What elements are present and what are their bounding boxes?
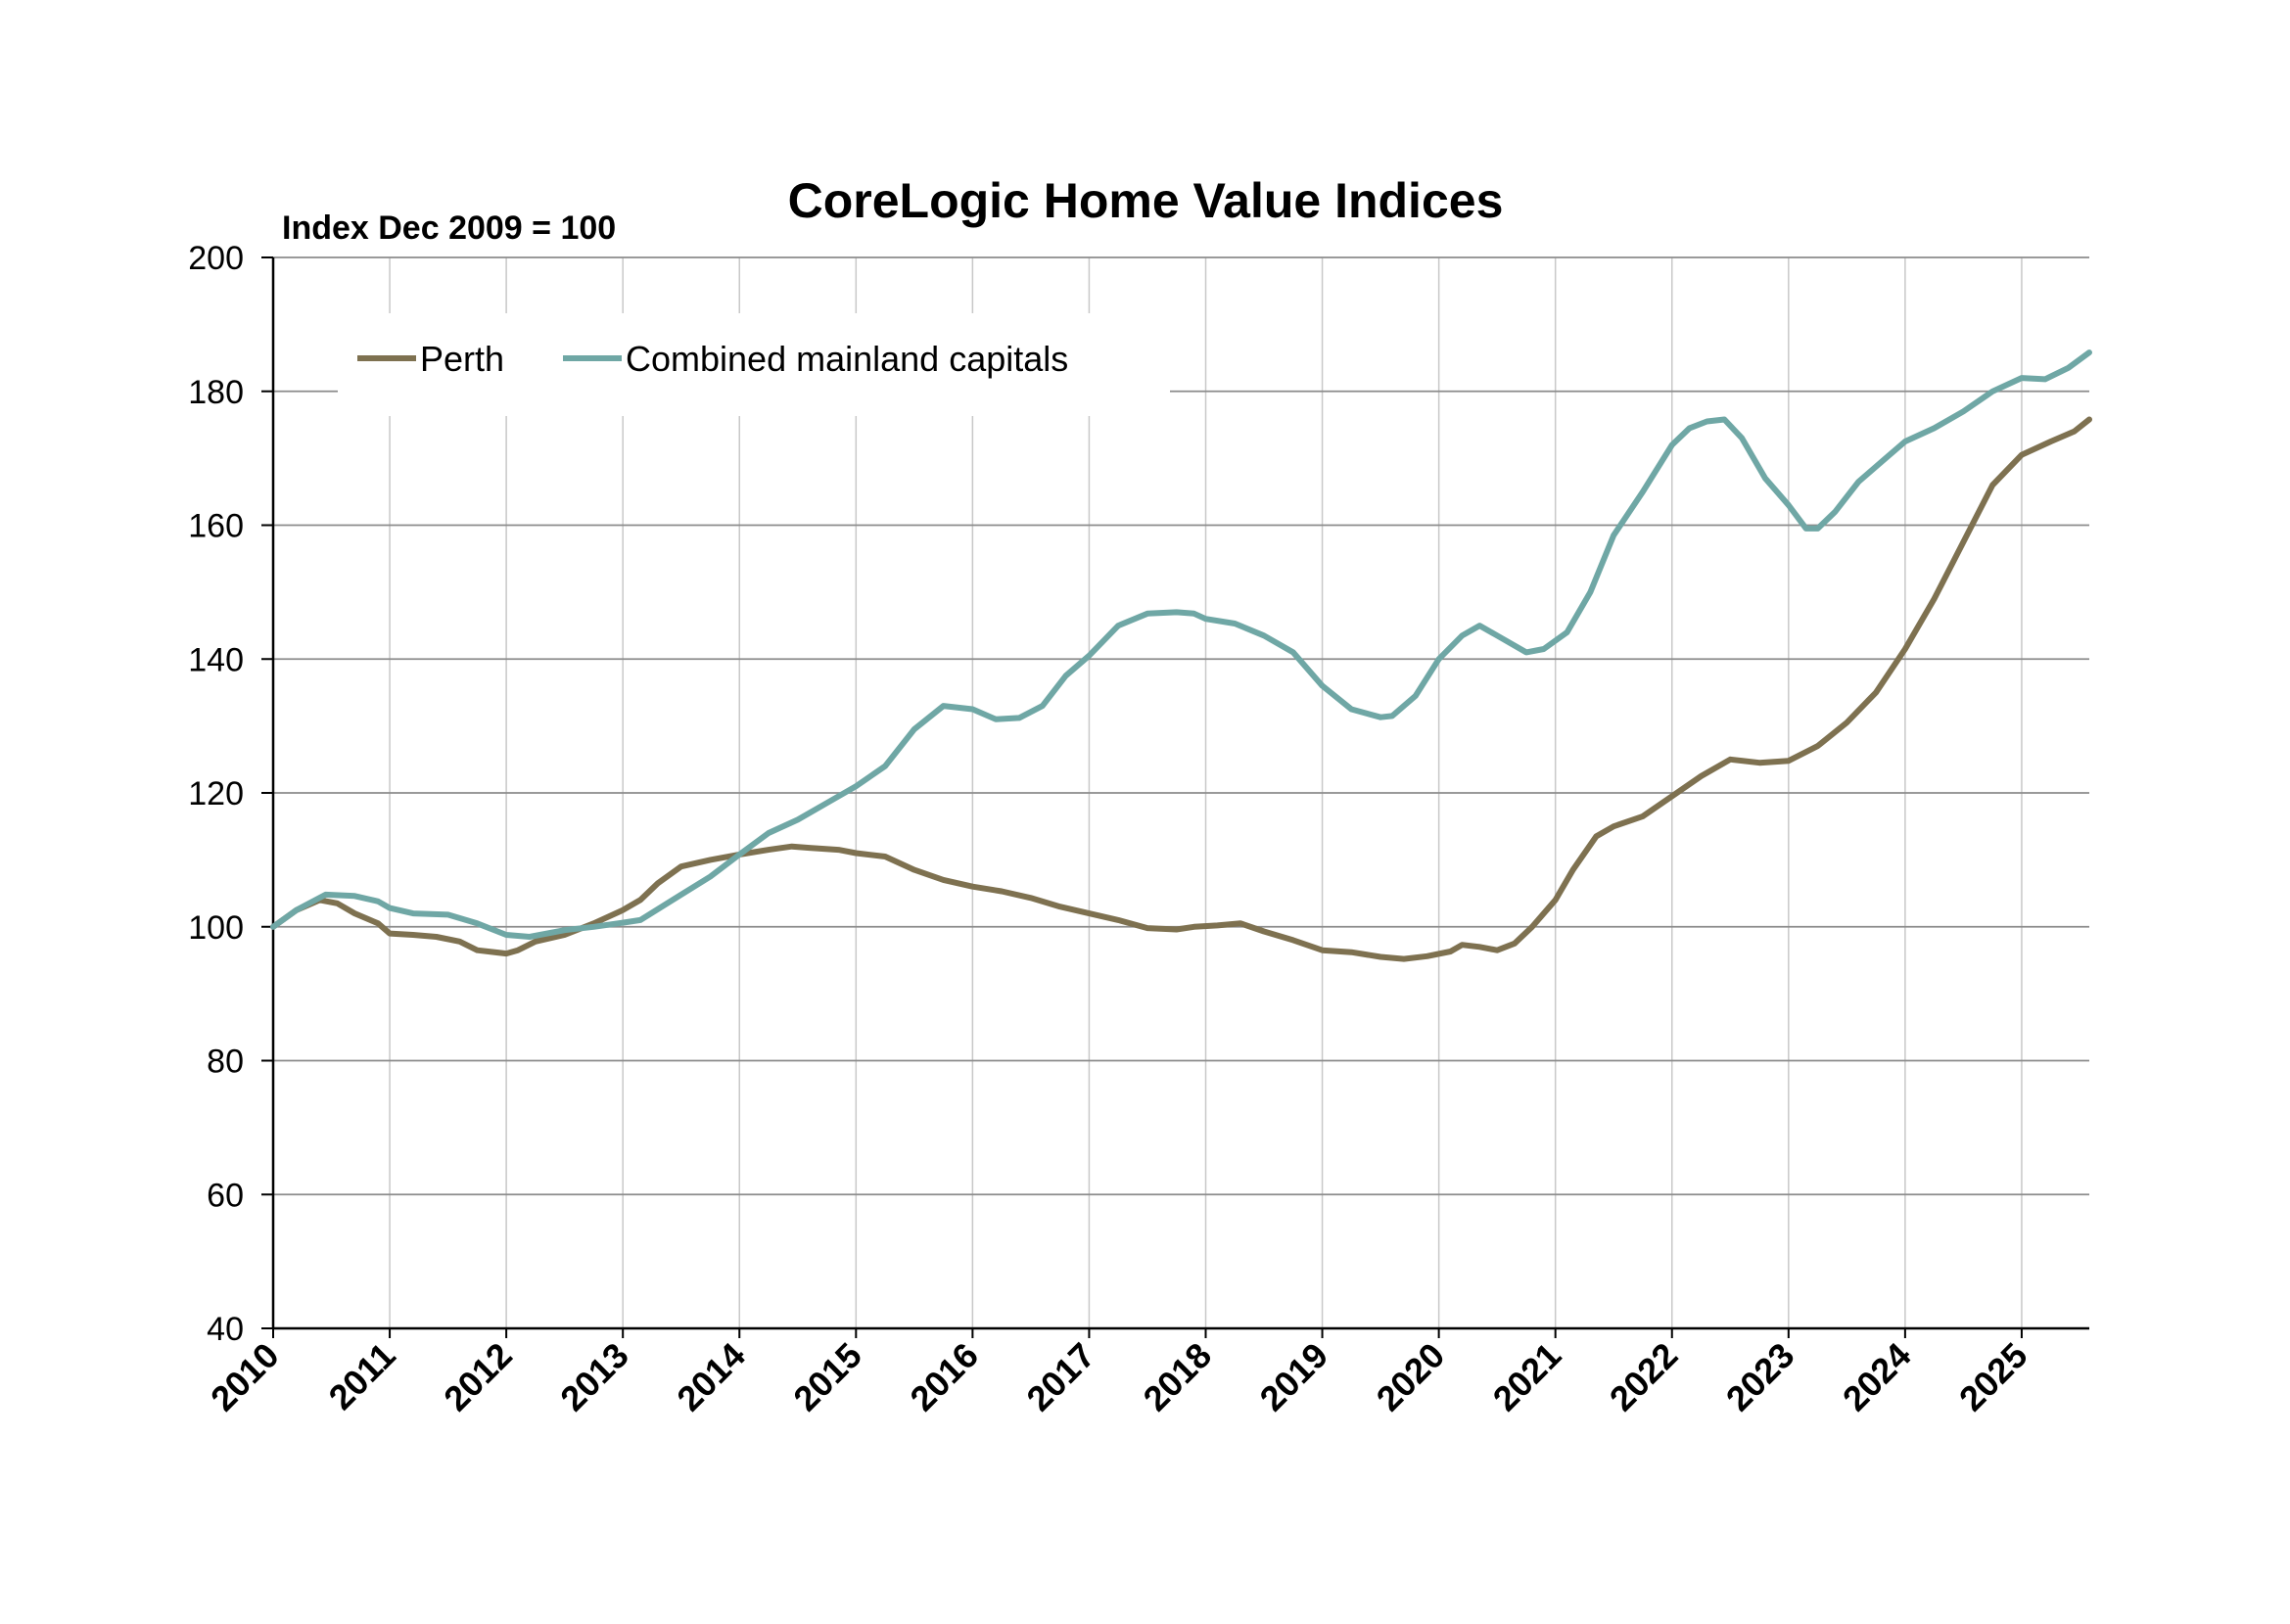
y-tick-label: 60 (207, 1177, 244, 1214)
legend: Perth Combined mainland capitals (338, 313, 1170, 416)
y-tick-label: 40 (207, 1311, 244, 1348)
y-tick-label: 140 (188, 641, 244, 678)
series-line-combined-mainland-capitals (270, 349, 2092, 940)
series-line-perth (270, 416, 2092, 962)
chart-title: CoreLogic Home Value Indices (788, 173, 1504, 228)
y-tick-label: 80 (207, 1044, 244, 1081)
y-tick-label: 160 (188, 508, 244, 545)
gridlines (273, 256, 2089, 1328)
legend-label: Combined mainland capitals (626, 339, 1068, 379)
legend-box (338, 313, 1170, 416)
y-tick-label: 120 (188, 775, 244, 812)
y-tick-label: 100 (188, 909, 244, 947)
y-tick-label: 180 (188, 374, 244, 411)
legend-label: Perth (420, 339, 504, 379)
series-lines (270, 349, 2092, 962)
y-axis-label: Index Dec 2009 = 100 (282, 209, 616, 247)
y-tick-label: 200 (188, 240, 244, 277)
